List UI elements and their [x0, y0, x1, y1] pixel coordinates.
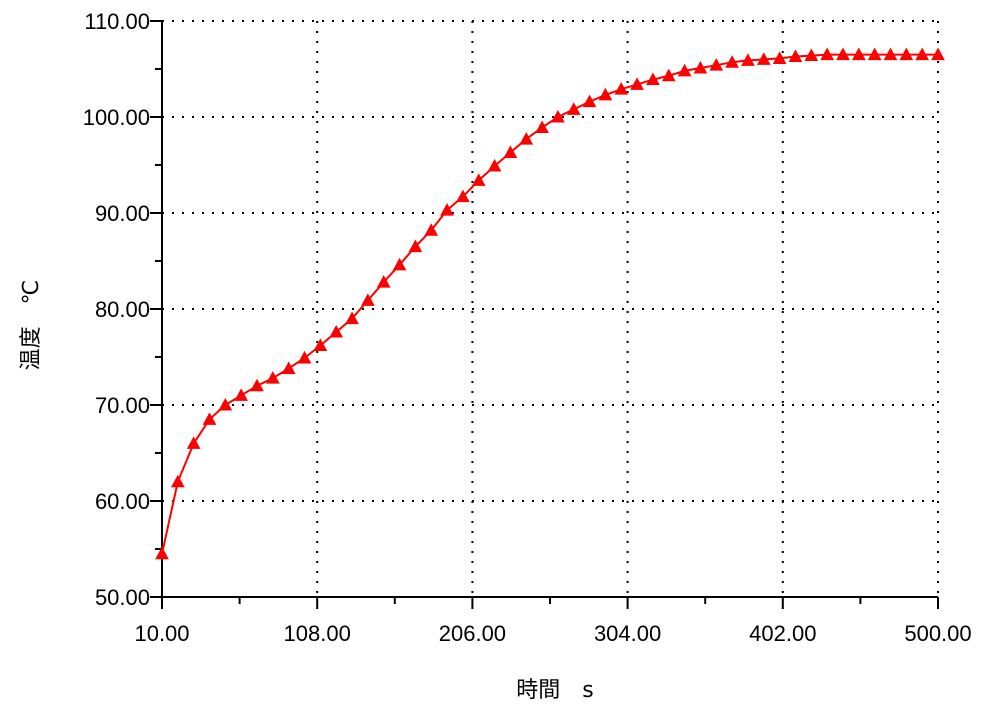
- data-point-marker: [820, 47, 834, 61]
- data-point-marker: [218, 397, 233, 411]
- y-tick-label: 100.00: [83, 105, 150, 130]
- data-point-marker: [250, 378, 264, 392]
- axes: [150, 20, 939, 609]
- data-point-marker: [915, 47, 930, 61]
- data-point-marker: [376, 275, 391, 288]
- data-point-marker: [440, 203, 454, 216]
- data-point-marker: [155, 546, 169, 560]
- data-point-marker: [836, 47, 850, 61]
- data-point-marker: [456, 189, 470, 203]
- data-point-marker: [851, 47, 866, 61]
- data-point-marker: [551, 109, 565, 123]
- data-point-marker: [566, 102, 581, 115]
- x-tick-label: 108.00: [284, 621, 351, 646]
- data-point-marker: [614, 82, 629, 95]
- series: [155, 47, 945, 560]
- data-point-marker: [202, 412, 217, 425]
- data-point-marker: [677, 63, 692, 77]
- data-point-marker: [772, 51, 787, 64]
- data-point-marker: [788, 49, 803, 63]
- data-point-marker: [503, 145, 518, 159]
- data-point-marker: [931, 47, 945, 61]
- data-point-marker: [281, 361, 296, 375]
- data-point-marker: [297, 350, 312, 364]
- x-axis-title: 時間 s: [516, 678, 593, 703]
- data-point-marker: [661, 68, 676, 82]
- data-point-marker: [756, 52, 771, 65]
- grid: [162, 20, 939, 597]
- data-point-marker: [899, 47, 914, 61]
- data-point-marker: [424, 223, 439, 236]
- data-point-marker: [725, 55, 739, 68]
- data-point-marker: [741, 53, 755, 66]
- y-tick-label: 50.00: [95, 585, 150, 610]
- data-point-marker: [519, 132, 534, 145]
- data-point-marker: [883, 47, 898, 61]
- data-point-marker: [186, 436, 201, 449]
- x-tick-label: 402.00: [749, 621, 816, 646]
- data-point-marker: [582, 94, 597, 108]
- data-point-marker: [392, 257, 407, 271]
- x-tick-label: 10.00: [134, 621, 189, 646]
- data-point-marker: [471, 173, 486, 186]
- data-point-marker: [361, 293, 375, 306]
- x-tick-label: 304.00: [594, 621, 661, 646]
- data-point-marker: [630, 77, 644, 90]
- data-point-marker: [693, 60, 708, 74]
- y-axis-title: 温度 ℃: [19, 280, 44, 371]
- data-point-marker: [709, 58, 724, 71]
- series-line: [161, 53, 938, 555]
- data-point-marker: [234, 388, 249, 401]
- data-point-marker: [329, 324, 344, 338]
- data-point-marker: [170, 474, 185, 488]
- data-point-marker: [804, 48, 819, 62]
- data-point-marker: [598, 87, 613, 101]
- data-point-marker: [266, 371, 280, 384]
- data-point-marker: [345, 311, 359, 325]
- y-tick-label: 90.00: [95, 201, 150, 226]
- data-point-marker: [313, 338, 328, 351]
- data-point-marker: [867, 47, 882, 61]
- y-tick-label: 110.00: [84, 9, 150, 34]
- data-point-marker: [646, 72, 660, 86]
- data-point-marker: [535, 120, 549, 134]
- data-point-marker: [487, 158, 502, 172]
- x-tick-label: 500.00: [904, 621, 971, 646]
- y-tick-label: 70.00: [95, 393, 150, 418]
- x-tick-label: 206.00: [439, 621, 506, 646]
- tick-labels: 10.00 108.00 206.00 304.00 402.00 500.00 50.00…: [83, 9, 972, 646]
- y-tick-label: 80.00: [95, 297, 150, 322]
- y-tick-label: 60.00: [95, 489, 150, 514]
- data-point-marker: [408, 239, 423, 253]
